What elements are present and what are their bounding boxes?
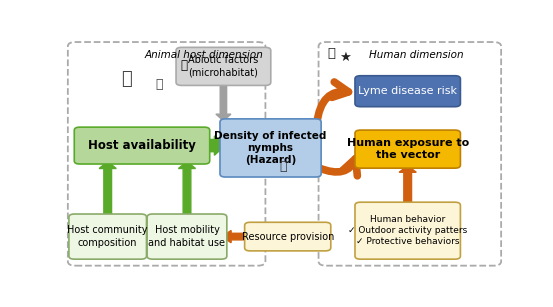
FancyBboxPatch shape xyxy=(355,202,461,259)
Text: Density of infected
nymphs
(Hazard): Density of infected nymphs (Hazard) xyxy=(215,130,327,165)
Text: ★: ★ xyxy=(340,51,352,64)
Text: Lyme disease risk: Lyme disease risk xyxy=(358,86,457,96)
FancyArrow shape xyxy=(179,161,196,216)
FancyBboxPatch shape xyxy=(69,214,147,259)
Text: 🚶: 🚶 xyxy=(328,47,336,60)
Text: Host community
composition: Host community composition xyxy=(67,225,148,248)
FancyArrow shape xyxy=(216,83,231,121)
FancyBboxPatch shape xyxy=(355,76,461,107)
FancyBboxPatch shape xyxy=(355,130,461,168)
Text: 🌡: 🌡 xyxy=(180,59,187,72)
FancyArrow shape xyxy=(222,231,249,243)
Text: 🕷: 🕷 xyxy=(280,160,287,173)
Text: 🐀: 🐀 xyxy=(155,78,163,91)
FancyArrow shape xyxy=(205,136,225,155)
FancyBboxPatch shape xyxy=(244,222,331,251)
Text: Human exposure to
the vector: Human exposure to the vector xyxy=(347,138,469,160)
Text: Human dimension: Human dimension xyxy=(369,50,464,60)
Text: Host mobility
and habitat use: Host mobility and habitat use xyxy=(149,225,226,248)
FancyArrow shape xyxy=(399,166,416,204)
Text: Resource provision: Resource provision xyxy=(242,231,334,242)
Text: Abiotic factors
(microhabitat): Abiotic factors (microhabitat) xyxy=(188,55,259,78)
Text: Animal host dimension: Animal host dimension xyxy=(145,50,264,60)
Text: 🦌: 🦌 xyxy=(122,70,132,88)
FancyBboxPatch shape xyxy=(220,119,321,177)
FancyArrow shape xyxy=(99,161,116,216)
FancyBboxPatch shape xyxy=(176,47,271,85)
FancyBboxPatch shape xyxy=(74,127,210,164)
Text: Host availability: Host availability xyxy=(88,139,196,152)
FancyBboxPatch shape xyxy=(147,214,227,259)
Text: Human behavior
✓ Outdoor activity patters
✓ Protective behaviors: Human behavior ✓ Outdoor activity patter… xyxy=(348,215,467,246)
